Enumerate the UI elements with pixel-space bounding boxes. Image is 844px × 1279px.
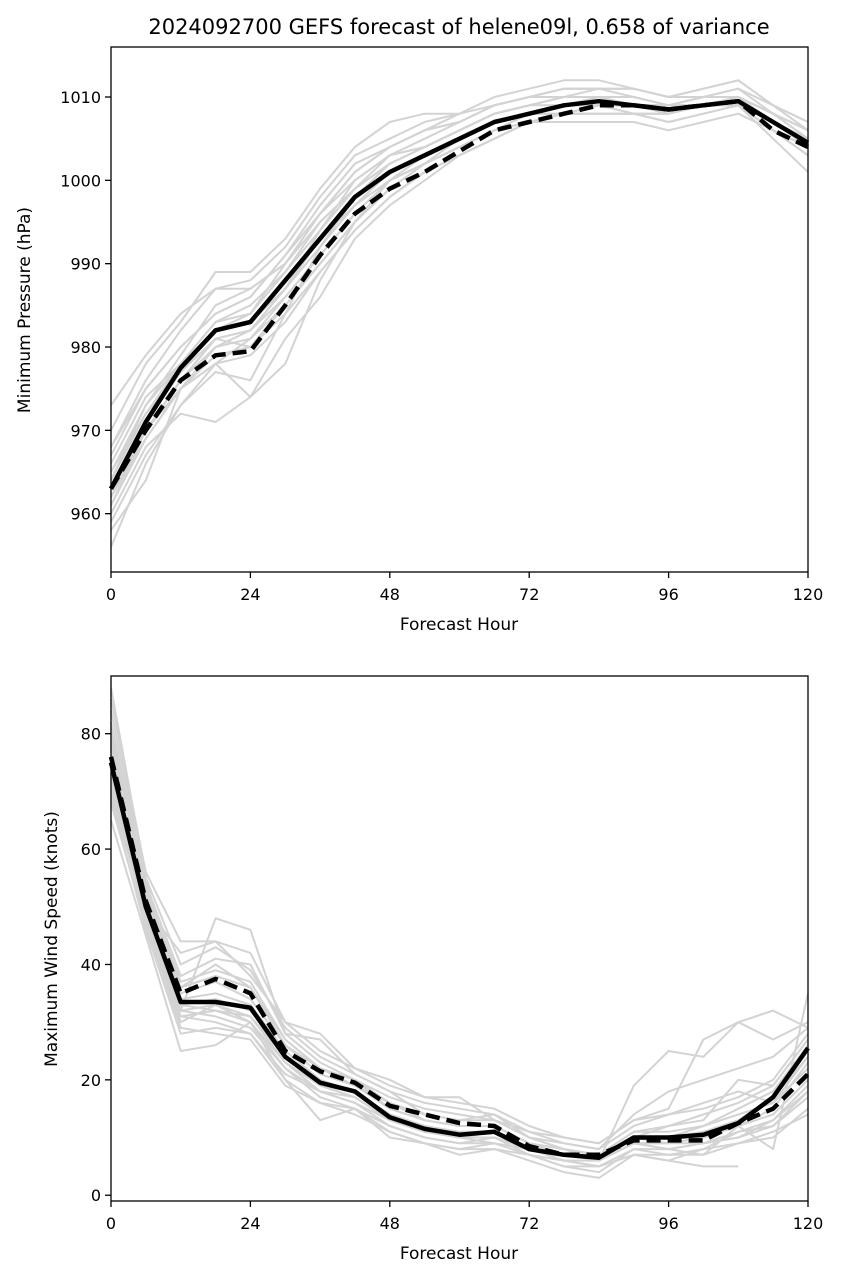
pressure-ensemble-member-line-5 (110, 104, 809, 498)
pressure-x-tick-label: 48 (380, 585, 400, 604)
wind-x-tick-label: 72 (519, 1214, 539, 1233)
pressure-ensemble-member-line-6 (110, 96, 809, 465)
pressure-ensemble-member-line-9 (110, 96, 809, 506)
wind-x-tick-label: 24 (240, 1214, 260, 1233)
wind-x-axis-label: Forecast Hour (400, 1244, 518, 1264)
pressure-ensemble-member-line-1 (110, 87, 809, 548)
wind-ensemble-member-line-20 (110, 698, 809, 1145)
wind-mean-line (108, 761, 810, 1160)
pressure-ensemble-member-line-14 (110, 87, 599, 406)
wind-series (108, 687, 810, 1179)
wind-panel: 0 24 48 72 96 120 0 20 40 60 80 Forecast Hour Max… (42, 675, 823, 1264)
pressure-x-tick-label: 120 (793, 585, 824, 604)
pressure-ensemble-member-line-4 (110, 79, 809, 448)
wind-ensemble-member-line-18 (110, 727, 809, 1156)
wind-ensemble-member-line-4 (110, 819, 739, 1179)
pressure-series (109, 79, 810, 548)
wind-ensemble-member-line-7 (110, 721, 809, 1151)
pressure-plot-frame (110, 46, 809, 573)
wind-ensemble-member-line-12 (110, 785, 809, 1168)
wind-y-ticks: 0 20 40 60 80 (81, 725, 111, 1205)
wind-y-tick-label: 60 (81, 840, 101, 859)
pressure-ensemble-member-line-15 (110, 104, 809, 498)
wind-y-tick-label: 20 (81, 1071, 101, 1090)
pressure-y-tick-label: 980 (70, 338, 101, 357)
pressure-x-tick-label: 96 (658, 585, 678, 604)
wind-ensemble-member-line-9 (110, 756, 809, 1156)
pressure-x-ticks: 0 24 48 72 96 120 (106, 572, 823, 604)
pressure-y-axis-label: Minimum Pressure (hPa) (15, 207, 35, 413)
wind-y-tick-label: 40 (81, 955, 101, 974)
pressure-ensemble-member-line-19 (110, 96, 809, 481)
wind-x-tick-label: 120 (793, 1214, 824, 1233)
wind-dashed-line (108, 756, 810, 1158)
pressure-x-tick-label: 72 (519, 585, 539, 604)
pressure-ensemble-member-line-11 (110, 96, 809, 456)
wind-x-ticks: 0 24 48 72 96 120 (106, 1201, 823, 1233)
pressure-x-tick-label: 24 (240, 585, 260, 604)
pressure-ensemble-member-line-8 (110, 112, 460, 431)
wind-x-tick-label: 48 (380, 1214, 400, 1233)
pressure-panel: 0 24 48 72 96 120 960 970 980 990 1000 1010 Foreca… (15, 46, 823, 635)
pressure-y-tick-label: 1010 (60, 88, 101, 107)
pressure-ensemble-member-line-17 (110, 96, 809, 498)
pressure-y-tick-label: 1000 (60, 171, 101, 190)
pressure-x-tick-label: 0 (106, 585, 116, 604)
wind-ensemble-member-line-17 (110, 796, 809, 1168)
wind-x-tick-label: 0 (106, 1214, 116, 1233)
wind-ensemble-member-line-1 (110, 687, 809, 1162)
pressure-y-tick-label: 960 (70, 505, 101, 524)
pressure-y-ticks: 960 970 980 990 1000 1010 (60, 88, 111, 524)
wind-ensemble-member-line-5 (110, 744, 809, 1145)
pressure-x-axis-label: Forecast Hour (400, 615, 518, 635)
wind-ensemble-member-line-13 (110, 710, 809, 1151)
wind-ensemble-member-line-19 (110, 768, 809, 1162)
pressure-ensemble-member-line-21 (110, 104, 809, 490)
wind-y-tick-label: 80 (81, 725, 101, 744)
pressure-y-tick-label: 990 (70, 255, 101, 274)
wind-ensemble-member-line-8 (110, 802, 809, 1168)
wind-y-axis-label: Maximum Wind Speed (knots) (42, 811, 62, 1067)
pressure-dashed-line (109, 98, 809, 490)
wind-ensemble-member-line-16 (110, 750, 809, 1156)
pressure-ensemble-member-line-20 (110, 79, 809, 448)
wind-plot-frame (110, 675, 809, 1202)
figure-title: 2024092700 GEFS forecast of helene09l, 0… (148, 15, 769, 39)
wind-y-tick-label: 0 (91, 1186, 101, 1205)
pressure-mean-line (109, 98, 810, 490)
wind-ensemble-member-line-14 (110, 762, 809, 1162)
pressure-ensemble-member-line-2 (110, 104, 809, 515)
pressure-y-tick-label: 970 (70, 421, 101, 440)
wind-x-tick-label: 96 (658, 1214, 678, 1233)
